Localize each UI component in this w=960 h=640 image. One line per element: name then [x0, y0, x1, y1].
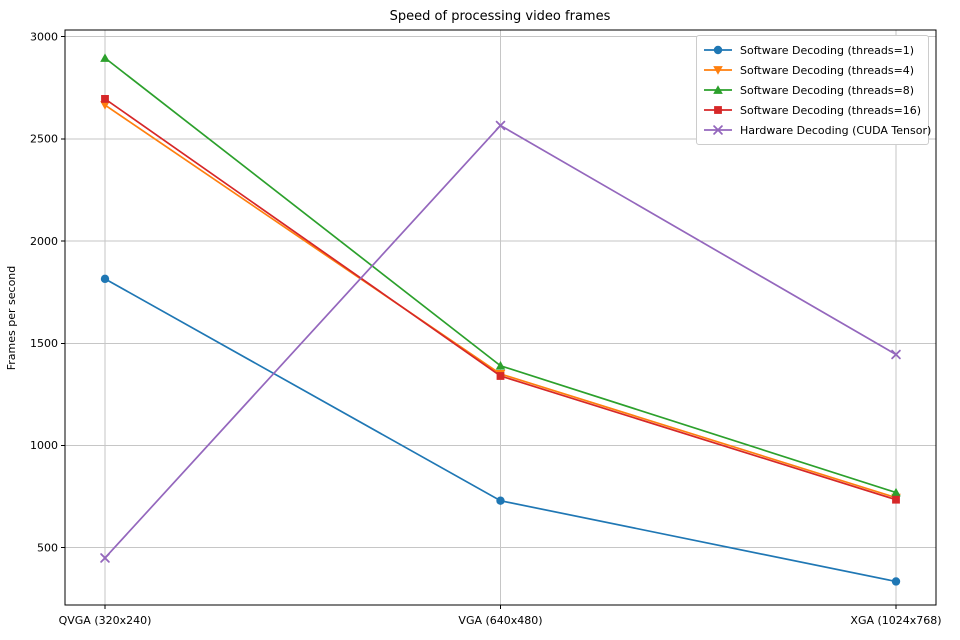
- square-marker-icon: [496, 372, 505, 380]
- triangle-up-marker-icon: [495, 361, 506, 370]
- legend-item: Software Decoding (threads=16): [703, 100, 923, 120]
- triangle-up-marker-icon: [713, 85, 723, 94]
- series-triangle-up: [100, 53, 901, 497]
- y-axis-label: Frames per second: [5, 266, 18, 371]
- y-tick-label: 1000: [30, 439, 58, 452]
- data-series: [100, 53, 901, 586]
- triangle-down-marker-icon: [713, 66, 723, 75]
- series-square: [101, 95, 900, 504]
- legend-item: Hardware Decoding (CUDA Tensor): [703, 120, 931, 140]
- legend-label: Software Decoding (threads=8): [740, 83, 915, 97]
- circle-marker-icon: [496, 496, 505, 505]
- x-tick-label: VGA (640x480): [458, 614, 542, 627]
- legend-label: Software Decoding (threads=1): [740, 43, 915, 57]
- circle-marker-icon: [891, 577, 901, 586]
- x-marker-icon: [495, 120, 506, 131]
- square-marker-icon: [714, 106, 722, 114]
- x-tick-label: XGA (1024x768): [850, 614, 941, 627]
- series-x: [100, 120, 901, 563]
- legend-sample: [704, 106, 732, 114]
- legend-sample: [704, 66, 732, 75]
- legend-item: Software Decoding (threads=1): [703, 40, 923, 60]
- legend-item: Software Decoding (threads=8): [703, 80, 923, 100]
- x-marker-icon: [100, 553, 110, 563]
- triangle-up-marker-icon: [891, 487, 901, 497]
- legend-item: Software Decoding (threads=4): [703, 60, 923, 80]
- x-marker-icon: [713, 125, 723, 135]
- x-tick-label: QVGA (320x240): [59, 614, 152, 627]
- circle-marker-icon: [713, 45, 723, 55]
- chart-title: Speed of processing video frames: [390, 9, 611, 24]
- square-marker-icon: [101, 95, 109, 103]
- series-circle: [100, 274, 901, 586]
- legend-label: Hardware Decoding (CUDA Tensor): [740, 123, 932, 137]
- circle-marker-icon: [100, 274, 110, 284]
- y-tick-label: 3000: [30, 30, 58, 43]
- triangle-down-marker-icon: [100, 101, 110, 110]
- y-tick-label: 2500: [30, 133, 58, 146]
- legend: Software Decoding (threads=1) Software De…: [696, 35, 931, 145]
- legend-sample: [704, 85, 732, 94]
- tick-labels: 500 1000 1500 2000 2500 3000 QVGA (320x240) VGA…: [30, 30, 942, 627]
- legend-sample: [704, 45, 732, 55]
- legend-label: Software Decoding (threads=16): [740, 103, 922, 117]
- x-marker-icon: [891, 349, 901, 360]
- triangle-up-marker-icon: [100, 53, 110, 62]
- axes: [61, 29, 937, 609]
- y-tick-label: 2000: [30, 235, 58, 248]
- square-marker-icon: [892, 495, 900, 504]
- y-tick-label: 1500: [30, 337, 58, 350]
- legend-sample: [704, 125, 732, 135]
- legend-label: Software Decoding (threads=4): [740, 63, 915, 77]
- y-tick-label: 500: [37, 541, 58, 554]
